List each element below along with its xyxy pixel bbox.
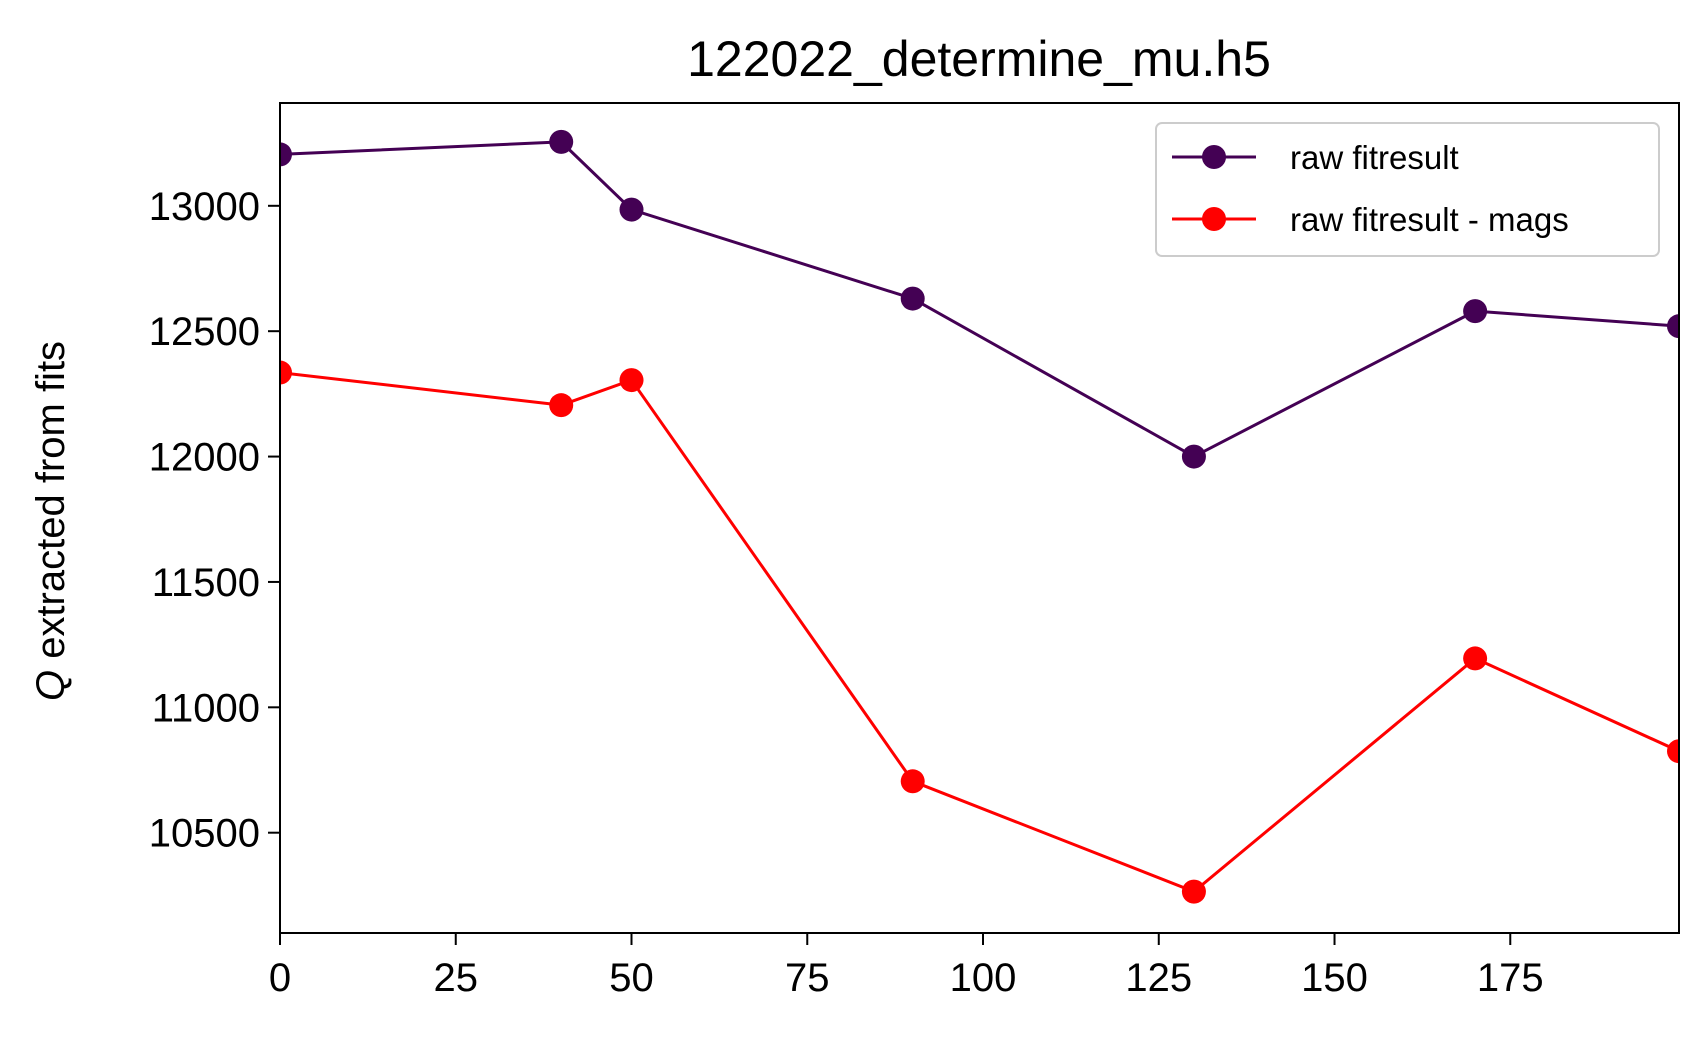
data-point [1667,739,1679,764]
data-point [619,197,644,222]
x-tick-label: 50 [609,956,654,1000]
y-tick-label: 12000 [149,436,260,480]
data-point [1667,314,1679,339]
data-point [280,360,292,385]
series-0 [280,129,1679,469]
x-axis: 0 25 50 75 100 125 150 175 [269,933,1544,1000]
legend-label: raw fitresult - mags [1290,201,1569,238]
plot-area [280,129,1679,904]
y-tick-label: 12500 [149,310,260,354]
data-point [900,769,925,794]
data-point [280,142,292,167]
y-tick-label: 10500 [149,812,260,856]
data-point [900,286,925,311]
legend-marker [1202,207,1226,231]
series-layer [280,129,1679,904]
legend: raw fitresult raw fitresult - mags [1155,122,1660,257]
y-tick-label: 11000 [152,686,260,730]
plot-frame [279,102,1680,934]
y-tick-label: 11500 [152,561,260,605]
x-tick-label: 75 [785,956,830,1000]
legend-item: raw fitresult [1172,139,1459,176]
data-point [619,368,644,393]
x-tick-label: 100 [950,956,1017,1000]
x-tick-label: 125 [1125,956,1192,1000]
data-point [549,129,574,154]
data-point [1463,299,1488,324]
chart-title: 122022_determine_mu.h5 [687,31,1271,87]
data-point [1463,646,1488,671]
x-tick-label: 0 [269,956,291,1000]
legend-box [1155,122,1660,257]
data-point [1181,879,1206,904]
data-point [1181,444,1206,469]
x-tick-label: 25 [434,956,479,1000]
x-tick-label: 175 [1477,956,1544,1000]
data-point [549,393,574,418]
y-axis-label: Q extracted from fits [29,341,73,701]
y-axis-label-text: extracted from fits [29,341,73,670]
x-tick-label: 150 [1301,956,1368,1000]
y-axis: 10500 11000 11500 12000 12500 13000 [149,185,280,856]
series-1 [280,360,1679,904]
y-axis-label-symbol: Q [29,670,73,701]
legend-marker [1202,145,1226,169]
legend-item: raw fitresult - mags [1172,201,1569,238]
legend-label: raw fitresult [1290,139,1459,176]
y-tick-label: 13000 [149,185,260,229]
